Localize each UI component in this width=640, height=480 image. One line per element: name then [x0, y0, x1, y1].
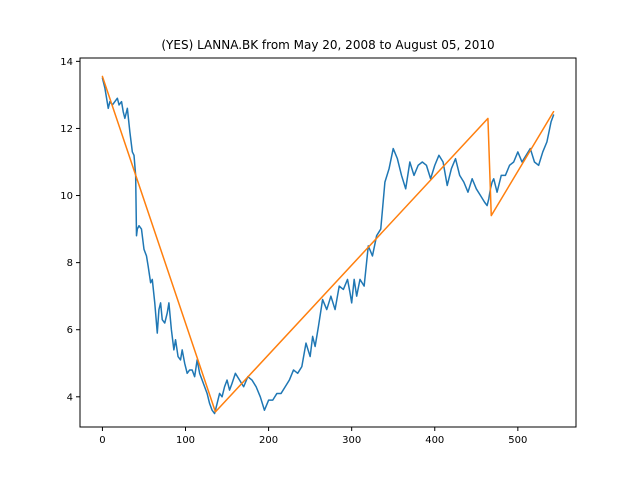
plot-area: 0 100 200 300 400 500 4 6 8 10 12 14	[60, 57, 577, 446]
x-tick-label: 300	[342, 435, 361, 446]
chart-title: (YES) LANNA.BK from May 20, 2008 to Augu…	[161, 38, 494, 52]
y-tick-label: 12	[60, 124, 73, 135]
trend-line	[101, 75, 555, 413]
series-layer	[101, 75, 555, 415]
x-tick-label: 0	[99, 435, 105, 446]
price-line	[101, 77, 555, 415]
x-tick-label: 500	[508, 435, 527, 446]
x-axis: 0 100 200 300 400 500	[99, 427, 527, 446]
y-tick-label: 8	[67, 258, 73, 269]
y-axis: 4 6 8 10 12 14	[60, 57, 80, 403]
x-tick-label: 100	[176, 435, 195, 446]
y-tick-label: 14	[60, 57, 73, 68]
y-tick-label: 4	[67, 392, 73, 403]
y-tick-label: 10	[60, 191, 73, 202]
x-tick-label: 200	[259, 435, 278, 446]
y-tick-label: 6	[67, 325, 73, 336]
x-tick-label: 400	[425, 435, 444, 446]
plot-frame	[79, 57, 577, 428]
